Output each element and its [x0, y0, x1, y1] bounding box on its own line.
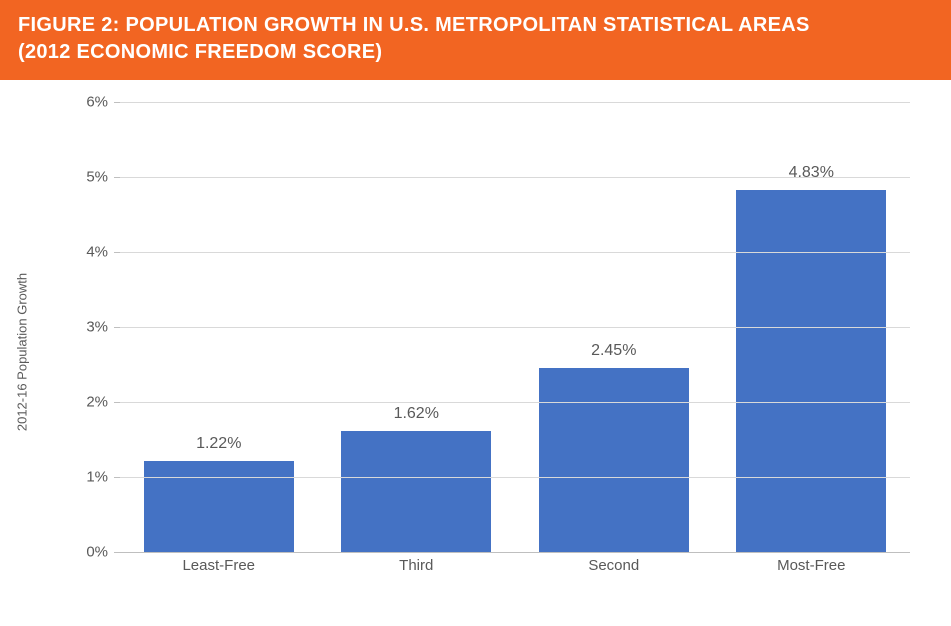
y-tick-mark	[114, 252, 120, 253]
bar-most-free: 4.83%	[736, 190, 886, 552]
y-tick-label: 6%	[86, 94, 108, 111]
grid-line	[120, 477, 910, 478]
y-tick-mark	[114, 552, 120, 553]
grid-line	[120, 177, 910, 178]
y-axis-label: 2012-16 Population Growth	[15, 273, 30, 431]
y-tick-label: 0%	[86, 544, 108, 561]
y-tick-label: 2%	[86, 394, 108, 411]
bar-least-free: 1.22%	[144, 461, 294, 553]
y-tick-mark	[114, 102, 120, 103]
bar-value-label: 2.45%	[591, 342, 636, 360]
x-label: Most-Free	[736, 557, 886, 574]
grid-line	[120, 102, 910, 103]
grid-line	[120, 402, 910, 403]
y-tick-mark	[114, 477, 120, 478]
x-label: Third	[341, 557, 491, 574]
y-tick-label: 3%	[86, 319, 108, 336]
header-line-2: (2012 ECONOMIC FREEDOM SCORE)	[18, 39, 933, 66]
y-tick-mark	[114, 402, 120, 403]
bar-second: 2.45%	[539, 368, 689, 552]
bar-third: 1.62%	[341, 431, 491, 553]
figure-header: FIGURE 2: POPULATION GROWTH IN U.S. METR…	[0, 0, 951, 80]
y-tick-mark	[114, 327, 120, 328]
grid-line	[120, 327, 910, 328]
bar-value-label: 1.62%	[394, 405, 439, 423]
y-tick-label: 4%	[86, 244, 108, 261]
bar-chart: 2012-16 Population Growth 1.22% 1.62% 2.…	[30, 92, 930, 612]
x-axis-labels: Least-Free Third Second Most-Free	[120, 557, 910, 574]
bar-value-label: 4.83%	[789, 164, 834, 182]
plot-area: 1.22% 1.62% 2.45% 4.83% 0%1%2%3%4%5%6%	[120, 102, 910, 552]
x-label: Least-Free	[144, 557, 294, 574]
x-axis-line	[120, 552, 910, 553]
bar-value-label: 1.22%	[196, 435, 241, 453]
y-tick-label: 5%	[86, 169, 108, 186]
y-tick-mark	[114, 177, 120, 178]
grid-line	[120, 252, 910, 253]
y-tick-label: 1%	[86, 469, 108, 486]
header-line-1: FIGURE 2: POPULATION GROWTH IN U.S. METR…	[18, 12, 933, 39]
x-label: Second	[539, 557, 689, 574]
